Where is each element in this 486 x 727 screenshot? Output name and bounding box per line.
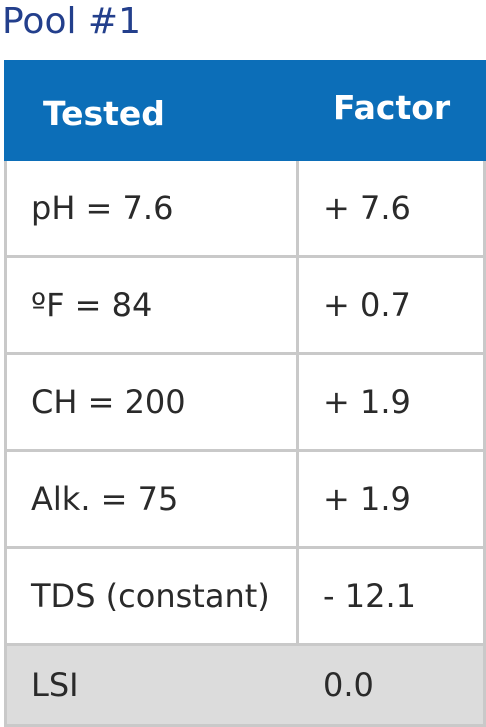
lsi-table: Tested Factor pH = 7.6 + 7.6 ºF = 84 + 0… <box>4 60 486 727</box>
column-header-factor: Factor <box>296 60 486 161</box>
table-row: pH = 7.6 + 7.6 <box>4 158 486 258</box>
lsi-value: 0.0 <box>296 643 486 727</box>
lsi-label: LSI <box>4 643 299 727</box>
factor-cell: - 12.1 <box>296 546 486 646</box>
page-title: Pool #1 <box>2 1 141 42</box>
table-row: TDS (constant) - 12.1 <box>4 546 486 646</box>
tested-cell: TDS (constant) <box>4 546 299 646</box>
factor-cell: + 0.7 <box>296 255 486 355</box>
tested-cell: ºF = 84 <box>4 255 299 355</box>
tested-cell: CH = 200 <box>4 352 299 452</box>
table-row: Alk. = 75 + 1.9 <box>4 449 486 549</box>
table-header-row: Tested Factor <box>4 60 486 161</box>
tested-cell: Alk. = 75 <box>4 449 299 549</box>
factor-cell: + 1.9 <box>296 352 486 452</box>
table-row: CH = 200 + 1.9 <box>4 352 486 452</box>
table-row: ºF = 84 + 0.7 <box>4 255 486 355</box>
lsi-total-row: LSI 0.0 <box>4 643 486 727</box>
factor-cell: + 1.9 <box>296 449 486 549</box>
tested-cell: pH = 7.6 <box>4 158 299 258</box>
factor-cell: + 7.6 <box>296 158 486 258</box>
column-header-tested: Tested <box>4 60 299 161</box>
